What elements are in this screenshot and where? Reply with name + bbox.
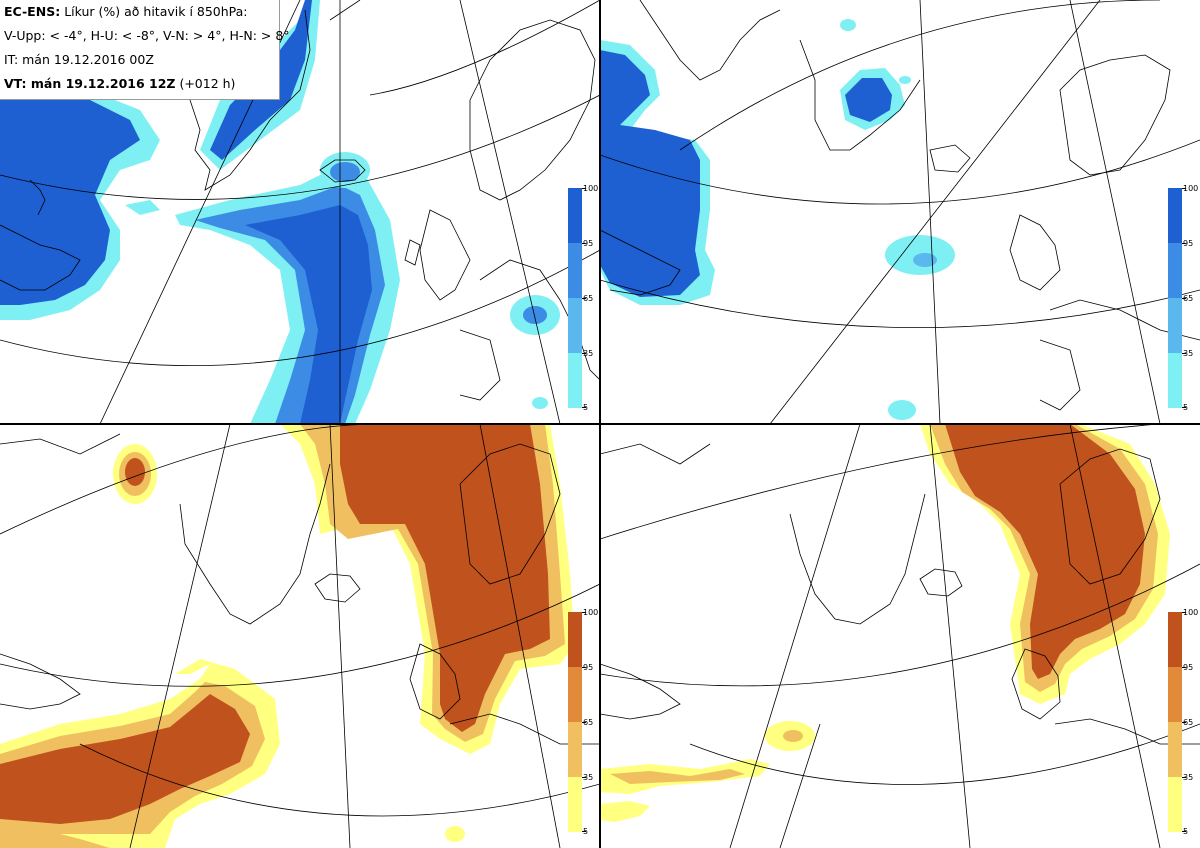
cb-tick (1182, 407, 1186, 408)
cb-block-35 (568, 353, 582, 408)
cb-block-100 (568, 612, 582, 667)
cb-tick (582, 722, 586, 723)
cb-label: 100 (583, 184, 599, 193)
cb-tick (582, 831, 586, 832)
map-tr-svg (600, 0, 1200, 424)
warm-region-scandinavia-br (920, 424, 1170, 704)
cb-block-65 (1168, 298, 1182, 353)
cb-tick (1182, 243, 1186, 244)
cb-block-100 (1168, 188, 1182, 243)
cb-tick (1182, 353, 1186, 354)
cold-spot-europe (510, 295, 560, 409)
cb-block-95 (1168, 243, 1182, 298)
cold-region-west-tr (600, 40, 715, 305)
warm-strip-atlantic-br (600, 721, 815, 822)
cb-tick (1182, 298, 1186, 299)
warm-tongue-atlantic (0, 659, 280, 848)
info-title-rest: Líkur (%) að hitavik í 850hPa: (64, 4, 248, 19)
map-bl-svg (0, 424, 600, 848)
cold-spot-iceland (320, 152, 370, 188)
cb-tick (582, 353, 586, 354)
cb-tick (1182, 667, 1186, 668)
cold-tongue-south (125, 165, 400, 424)
cb-block-95 (568, 243, 582, 298)
cb-label: 5 (1183, 403, 1189, 412)
cb-tick (582, 667, 586, 668)
cold-spot-atlantic-tr (885, 235, 955, 420)
warm-region-scandinavia (280, 424, 575, 842)
cb-tick (1182, 831, 1186, 832)
cb-label: 65 (1183, 718, 1194, 727)
cb-label: 5 (583, 827, 589, 836)
cb-block-35 (568, 777, 582, 832)
panel-divider-horizontal (0, 423, 1200, 425)
cb-tick (582, 188, 586, 189)
info-title-bold: EC-ENS: (4, 4, 61, 19)
cb-block-100 (1168, 612, 1182, 667)
colorbar-cold-tl: 100 95 65 35 5 (568, 184, 599, 412)
graticule-bl (0, 424, 600, 848)
info-criteria: V-Upp: < -4°, H-U: < -8°, V-N: > 4°, H-N… (4, 28, 290, 43)
cb-block-35 (1168, 353, 1182, 408)
cb-label: 35 (1183, 773, 1194, 782)
coastlines (0, 9, 600, 401)
map-panel-warm-8 (600, 424, 1200, 848)
cb-block-95 (1168, 667, 1182, 722)
cb-label: 95 (583, 663, 594, 672)
cb-tick (1182, 722, 1186, 723)
cb-label: 95 (1183, 663, 1194, 672)
colorbar-warm-bl: 100 95 65 35 5 (568, 608, 599, 836)
cb-label: 5 (583, 403, 589, 412)
map-panel-cold-8 (600, 0, 1200, 424)
cb-block-95 (568, 667, 582, 722)
cb-block-65 (568, 722, 582, 777)
cb-block-65 (1168, 722, 1182, 777)
info-init-time: IT: mán 19.12.2016 00Z (4, 52, 154, 67)
info-legend-box: EC-ENS: Líkur (%) að hitavik í 850hPa: V… (0, 0, 290, 100)
cb-tick (582, 407, 586, 408)
info-valid-time: VT: mán 19.12.2016 12Z (+012 h) (4, 72, 275, 96)
colorbar-warm-br: 100 95 65 35 5 (1168, 608, 1199, 836)
info-title: EC-ENS: Líkur (%) að hitavik í 850hPa: (4, 0, 275, 24)
cb-tick (582, 298, 586, 299)
info-vt-rest: (+012 h) (179, 76, 236, 91)
cb-label: 100 (583, 608, 599, 617)
cb-label: 65 (1183, 294, 1194, 303)
colorbar-cold-tr: 100 95 65 35 5 (1168, 184, 1199, 412)
cb-tick (582, 777, 586, 778)
cb-block-65 (568, 298, 582, 353)
cb-label: 95 (583, 239, 594, 248)
cb-label: 35 (583, 349, 594, 358)
cb-tick (1182, 612, 1186, 613)
coastlines-tr (600, 0, 1200, 411)
cold-region-west (0, 80, 160, 320)
cb-label: 95 (1183, 239, 1194, 248)
cb-block-100 (568, 188, 582, 243)
cb-tick (1182, 777, 1186, 778)
cb-label: 65 (583, 718, 594, 727)
info-vt-bold: VT: mán 19.12.2016 12Z (4, 76, 176, 91)
cb-label: 65 (583, 294, 594, 303)
cb-label: 5 (1183, 827, 1189, 836)
graticule-br (600, 424, 1200, 848)
cb-label: 35 (1183, 349, 1194, 358)
warm-region-greenland-spot (113, 444, 157, 504)
map-panel-warm-4 (0, 424, 600, 848)
cb-tick (582, 612, 586, 613)
cb-label: 100 (1183, 184, 1199, 193)
cb-label: 35 (583, 773, 594, 782)
cb-tick (582, 243, 586, 244)
map-panel-cold-4: EC-ENS: Líkur (%) að hitavik í 850hPa: V… (0, 0, 600, 424)
map-br-svg (600, 424, 1200, 848)
cb-label: 100 (1183, 608, 1199, 617)
cold-spot-greenland-tr (840, 19, 911, 130)
cb-block-35 (1168, 777, 1182, 832)
cb-tick (1182, 188, 1186, 189)
